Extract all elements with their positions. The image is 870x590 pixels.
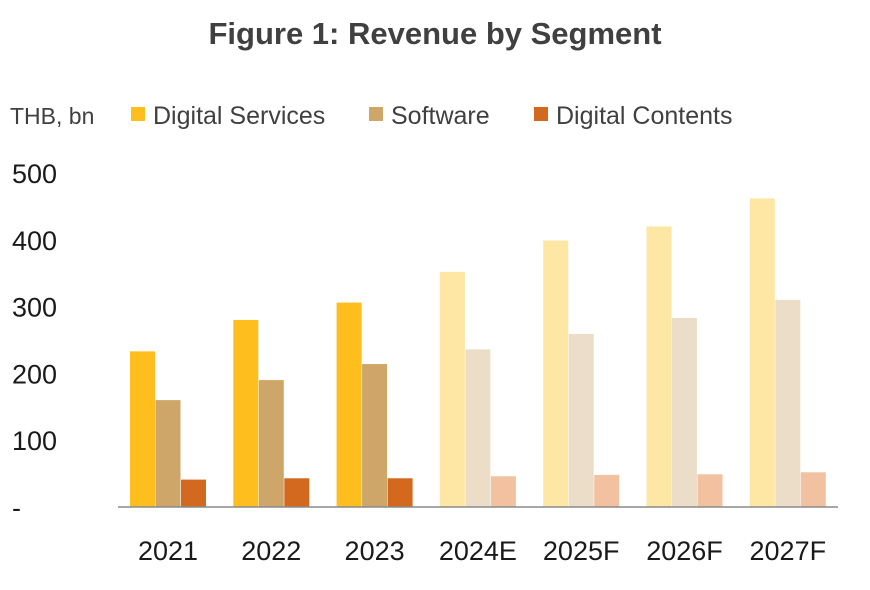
legend-swatch (131, 107, 145, 121)
bars (130, 198, 826, 507)
legend-swatch (534, 107, 548, 121)
x-tick-label: 2021 (138, 536, 198, 566)
bar (697, 474, 723, 507)
y-tick-label: 300 (12, 293, 57, 323)
bar (490, 476, 516, 507)
bar (258, 380, 284, 507)
y-tick-label: 500 (12, 159, 57, 189)
y-tick-label: 400 (12, 226, 57, 256)
bar (775, 299, 801, 507)
unit-label: THB, bn (10, 103, 94, 129)
bar (543, 240, 569, 507)
bar (130, 351, 155, 507)
bar (568, 333, 594, 507)
bar (181, 479, 206, 507)
chart-title: Figure 1: Revenue by Segment (208, 16, 661, 51)
bar (672, 317, 697, 507)
bar (233, 319, 259, 507)
y-tick-label: - (12, 493, 21, 523)
x-tick-label: 2024E (439, 536, 517, 566)
bar (439, 271, 465, 507)
bar (336, 302, 362, 507)
bar (594, 474, 620, 507)
bar (284, 478, 310, 507)
x-tick-label: 2025F (543, 536, 620, 566)
legend-swatch (369, 107, 383, 121)
legend-label: Digital Contents (556, 102, 732, 130)
bar (465, 349, 491, 507)
bar (362, 364, 388, 507)
y-tick-label: 100 (12, 426, 57, 456)
legend-label: Software (391, 102, 490, 130)
legend-label: Digital Services (153, 102, 325, 130)
x-tick-label: 2022 (241, 536, 301, 566)
legend: Digital Services Software Digital Contents (131, 102, 732, 130)
bar (646, 226, 672, 507)
bar (749, 198, 775, 507)
x-axis: 2021 2022 2023 2024E 2025F 2026F 2027F (138, 536, 826, 566)
x-tick-label: 2026F (646, 536, 723, 566)
bar (800, 472, 826, 507)
x-tick-label: 2027F (750, 536, 827, 566)
y-tick-label: 200 (12, 359, 57, 389)
x-tick-label: 2023 (345, 536, 405, 566)
y-axis: - 100 200 300 400 500 (12, 159, 57, 523)
bar (387, 478, 413, 507)
bar (155, 400, 181, 507)
